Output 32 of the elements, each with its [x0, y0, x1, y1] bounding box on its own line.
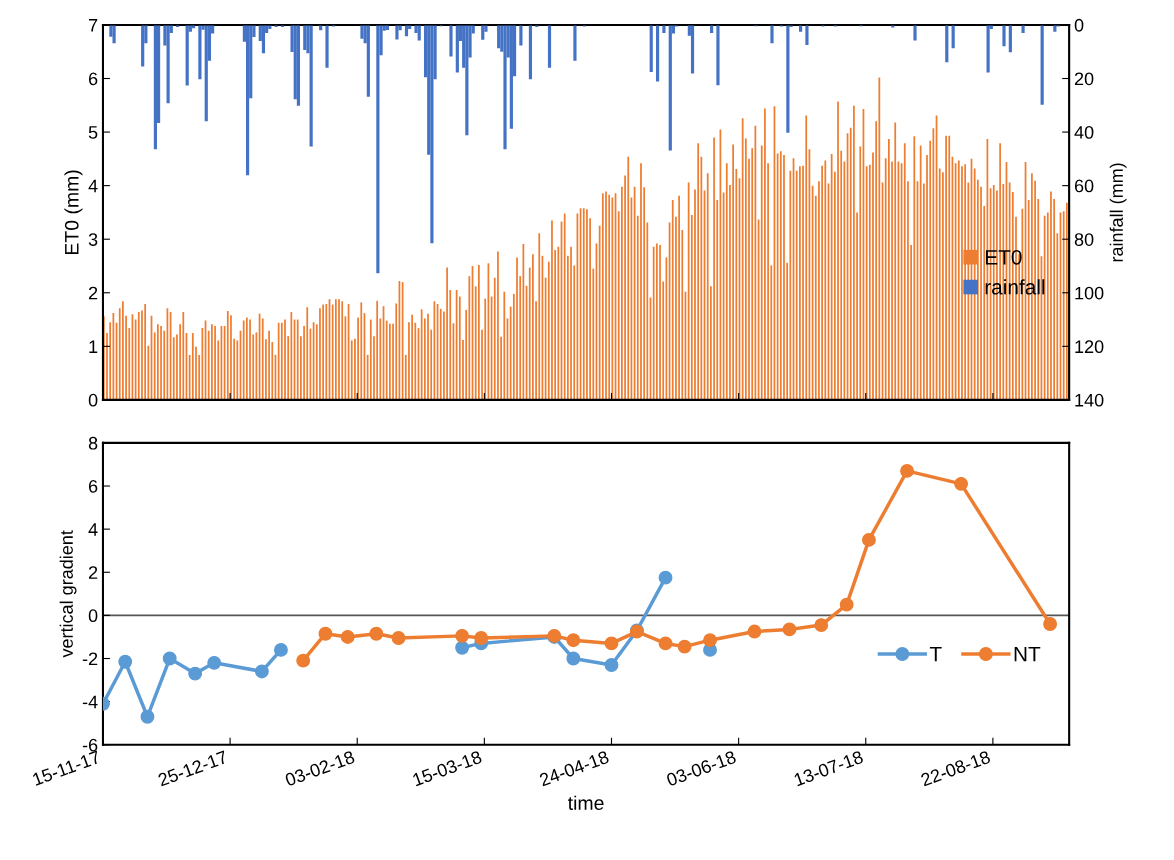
- y-tick-label: 4: [88, 179, 98, 193]
- y-tick-label: 7: [88, 19, 98, 32]
- legend-label: T: [929, 646, 942, 662]
- x-axis-title: time: [567, 795, 604, 810]
- y2-tick-label: 40: [1074, 126, 1094, 139]
- legend-label: rainfall: [985, 279, 1045, 295]
- legend-label: ET0: [985, 249, 1022, 265]
- y-axis-title: vertical gradient: [59, 530, 77, 658]
- y2-tick-label: 80: [1074, 233, 1094, 246]
- legend-label: NT: [1014, 646, 1041, 662]
- y-tick-label: 2: [88, 566, 98, 579]
- y-tick-label: -6: [82, 738, 98, 752]
- y-tick-label: 8: [88, 436, 98, 450]
- y-tick-label: -4: [82, 695, 98, 709]
- y-tick-label: 6: [88, 72, 98, 86]
- y2-tick-label: 120: [1075, 340, 1104, 354]
- y-tick-label: 5: [88, 126, 98, 139]
- y2-tick-label: 100: [1075, 286, 1104, 300]
- y2-axis-title: rainfall (mm): [1109, 163, 1127, 262]
- y-tick-label: 2: [88, 286, 98, 300]
- y2-tick-label: 140: [1075, 393, 1104, 407]
- y2-tick-label: 20: [1074, 72, 1094, 86]
- y-tick-label: -2: [82, 652, 98, 666]
- y-axis-title: ET0 (mm): [64, 170, 83, 255]
- y2-tick-label: 60: [1074, 179, 1094, 193]
- y-tick-label: 6: [88, 479, 98, 493]
- y-tick-label: 0: [88, 609, 98, 623]
- y2-tick-label: 0: [1074, 18, 1084, 32]
- y-tick-label: 3: [88, 233, 98, 246]
- y-tick-label: 4: [88, 523, 98, 536]
- y-tick-label: 0: [88, 393, 98, 407]
- y-tick-label: 1: [89, 340, 98, 353]
